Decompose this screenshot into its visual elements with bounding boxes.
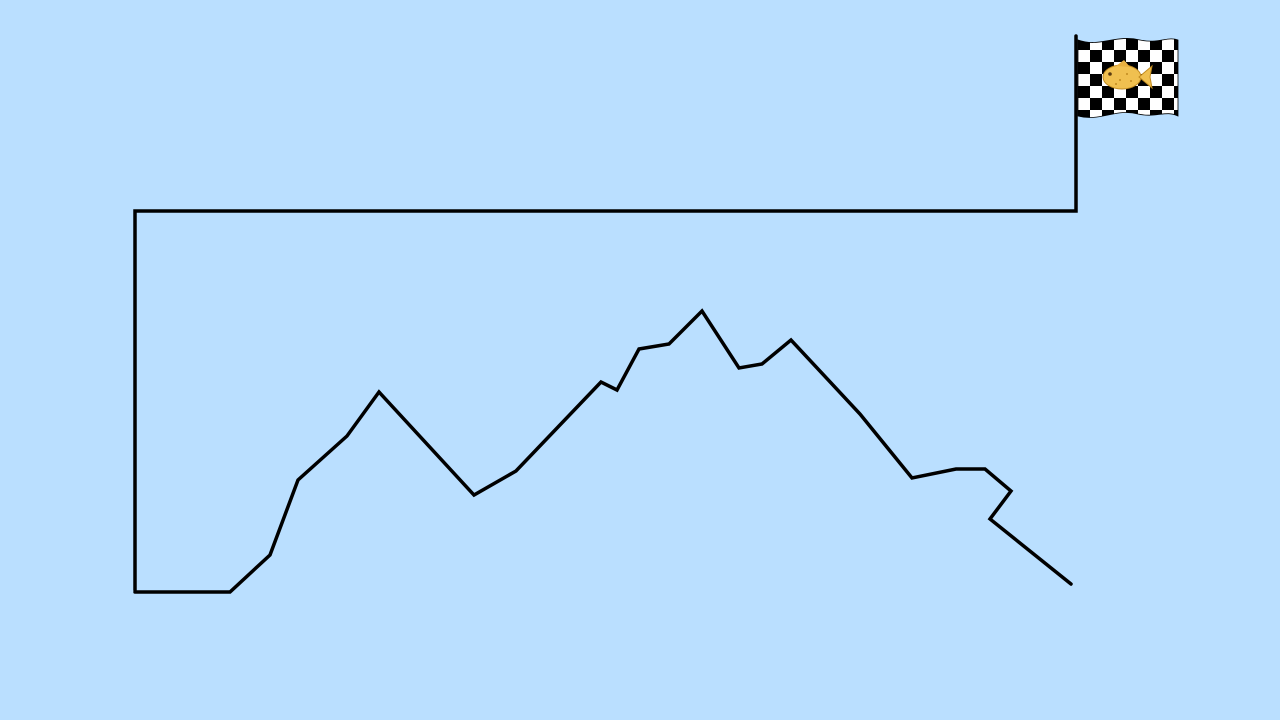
fish-icon [1102, 60, 1153, 90]
course-path-frame [133, 34, 1078, 592]
course-path-terrain [133, 308, 1073, 594]
checkered-finish-flag[interactable] [1077, 38, 1179, 118]
